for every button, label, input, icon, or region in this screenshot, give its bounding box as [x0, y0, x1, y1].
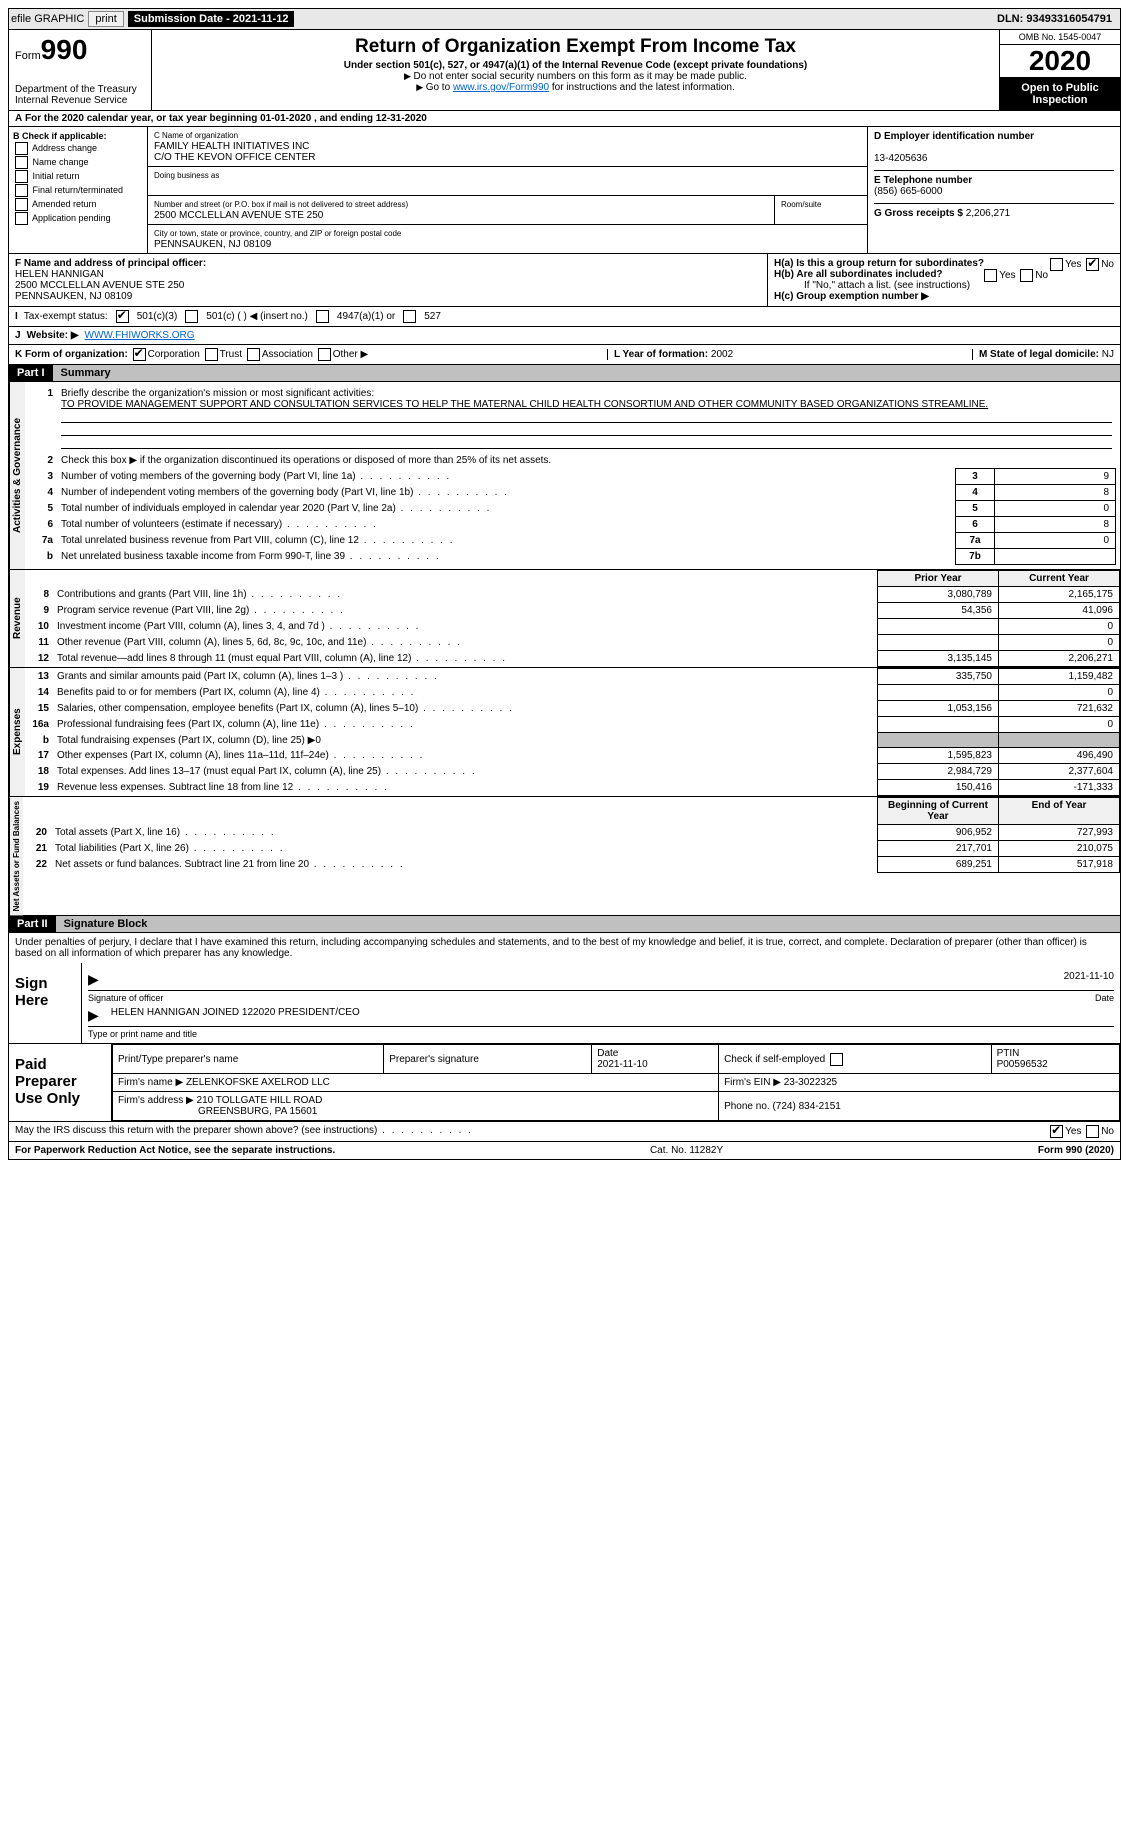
irs-link[interactable]: www.irs.gov/Form990 [453, 82, 549, 93]
print-button[interactable]: print [88, 11, 123, 27]
summary-rev-table: Prior YearCurrent Year 8Contributions an… [25, 570, 1120, 667]
open-public: Open to PublicInspection [1000, 78, 1120, 110]
tax-year: 2020 [1000, 45, 1120, 78]
efile-label: efile GRAPHIC [11, 13, 84, 25]
form-number: Form990 [15, 34, 145, 66]
part-i-title: Summary [53, 365, 1120, 381]
dept-treasury: Department of the Treasury [15, 84, 145, 95]
submission-date: Submission Date - 2021-11-12 [128, 11, 295, 27]
form-title: Return of Organization Exempt From Incom… [156, 36, 995, 58]
irs-discuss-row: May the IRS discuss this return with the… [8, 1122, 1121, 1142]
website-link[interactable]: WWW.FHIWORKS.ORG [85, 330, 195, 341]
preparer-table: Print/Type preparer's name Preparer's si… [112, 1044, 1120, 1121]
summary-ag-table: 1Briefly describe the organization's mis… [29, 386, 1116, 565]
section-exp-label: Expenses [9, 668, 25, 796]
section-rev-label: Revenue [9, 570, 25, 667]
part-ii-title: Signature Block [56, 916, 1120, 932]
box-i-tax-status: I Tax-exempt status: 501(c)(3) 501(c) ( … [8, 307, 1121, 327]
part-ii-header: Part II [9, 916, 56, 932]
goto-note: Go to www.irs.gov/Form990 for instructio… [156, 82, 995, 93]
form-header: Form990 Department of the Treasury Inter… [8, 30, 1121, 111]
box-f: F Name and address of principal officer:… [9, 254, 767, 306]
section-ag-label: Activities & Governance [9, 382, 25, 569]
box-k-l-m: K Form of organization: Corporation Trus… [8, 345, 1121, 365]
cat-number: Cat. No. 11282Y [650, 1145, 723, 1156]
ssn-note: Do not enter social security numbers on … [156, 71, 995, 82]
pra-notice: For Paperwork Reduction Act Notice, see … [15, 1145, 335, 1156]
box-h: H(a) Is this a group return for subordin… [767, 254, 1120, 306]
paid-preparer-label: Paid Preparer Use Only [9, 1044, 112, 1121]
box-d-e-g: D Employer identification number13-42056… [867, 127, 1120, 253]
summary-na-table: Beginning of Current YearEnd of Year 20T… [23, 797, 1120, 873]
omb-number: OMB No. 1545-0047 [1000, 30, 1120, 45]
form-footer: Form 990 (2020) [1038, 1145, 1114, 1156]
dept-irs: Internal Revenue Service [15, 95, 145, 106]
jurat-text: Under penalties of perjury, I declare th… [9, 933, 1120, 963]
section-na-label: Net Assets or Fund Balances [9, 797, 23, 915]
summary-exp-table: 13Grants and similar amounts paid (Part … [25, 668, 1120, 796]
form-subtitle: Under section 501(c), 527, or 4947(a)(1)… [156, 60, 995, 71]
part-i-header: Part I [9, 365, 53, 381]
box-c: C Name of organizationFAMILY HEALTH INIT… [148, 127, 867, 253]
line-a: A For the 2020 calendar year, or tax yea… [8, 111, 1121, 127]
box-j-website: J Website: ▶ WWW.FHIWORKS.ORG [8, 327, 1121, 345]
box-b: B Check if applicable: Address change Na… [9, 127, 148, 253]
top-toolbar: efile GRAPHIC print Submission Date - 20… [8, 8, 1121, 30]
sign-here-label: Sign Here [9, 963, 82, 1043]
dln: DLN: 93493316054791 [997, 13, 1118, 25]
